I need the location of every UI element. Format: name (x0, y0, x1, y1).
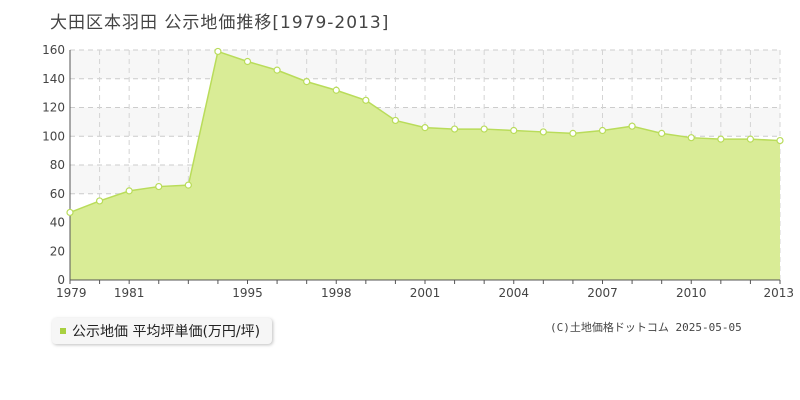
data-point (480, 125, 488, 133)
y-tick-label: 20 (50, 244, 65, 258)
data-point (303, 78, 311, 86)
data-point (184, 181, 192, 189)
data-point (66, 208, 74, 217)
legend-swatch (60, 328, 66, 334)
data-point (243, 57, 252, 66)
data-point (391, 116, 400, 125)
data-point (125, 187, 133, 195)
data-point (776, 136, 784, 145)
x-tick-label: 1979 (56, 286, 87, 300)
y-tick-label: 40 (50, 216, 65, 230)
copyright-text: (C)土地価格ドットコム 2025-05-05 (550, 321, 742, 334)
data-point (628, 122, 636, 130)
data-point (450, 125, 459, 133)
area-fill (70, 51, 780, 280)
data-point (658, 129, 666, 137)
data-point (273, 66, 281, 74)
data-point (687, 134, 695, 142)
data-point (421, 124, 429, 132)
data-point (155, 182, 163, 191)
y-tick-label: 140 (42, 72, 65, 86)
y-tick-label: 80 (50, 158, 65, 172)
x-tick-label: 2007 (587, 286, 618, 300)
data-point (539, 128, 547, 136)
legend-label: 公示地価 平均坪単価(万円/坪) (72, 324, 261, 340)
data-point (95, 197, 104, 205)
x-tick-label: 1995 (232, 286, 263, 300)
x-tick-label: 2004 (498, 286, 529, 300)
legend: 公示地価 平均坪単価(万円/坪) (52, 318, 273, 344)
y-tick-label: 100 (42, 129, 65, 143)
x-tick-label: 2001 (410, 286, 441, 300)
data-point (332, 86, 340, 94)
y-tick-label: 60 (50, 187, 65, 201)
data-point (717, 135, 725, 143)
data-point (362, 96, 370, 104)
x-tick-label: 1981 (114, 286, 145, 300)
data-point (510, 126, 518, 135)
data-point (569, 129, 577, 137)
x-tick-label: 1998 (321, 286, 352, 300)
data-point (214, 47, 222, 56)
y-tick-label: 0 (57, 273, 65, 287)
x-tick-label: 2013 (763, 286, 794, 300)
y-tick-label: 160 (42, 43, 65, 57)
y-tick-label: 120 (42, 101, 65, 115)
x-tick-label: 2010 (676, 286, 707, 300)
chart-title: 大田区本羽田 公示地価推移[1979-2013] (50, 13, 390, 33)
data-point (598, 126, 607, 135)
data-point (746, 135, 755, 143)
